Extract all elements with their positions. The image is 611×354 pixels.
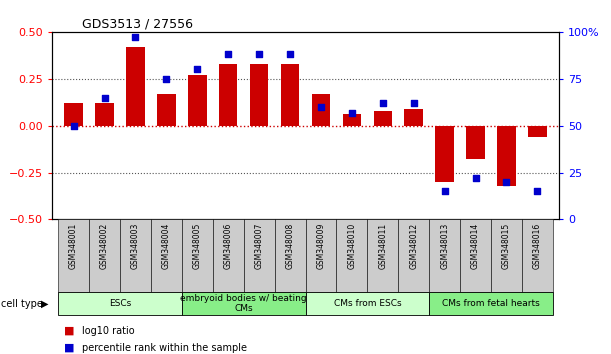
Bar bbox=[528, 126, 547, 137]
Bar bbox=[274, 219, 306, 292]
Bar bbox=[58, 292, 182, 315]
Text: ■: ■ bbox=[64, 343, 75, 353]
Point bbox=[316, 104, 326, 110]
Text: GSM348015: GSM348015 bbox=[502, 223, 511, 269]
Bar bbox=[151, 219, 182, 292]
Point bbox=[502, 179, 511, 185]
Point bbox=[100, 95, 109, 101]
Bar bbox=[491, 219, 522, 292]
Point bbox=[347, 110, 357, 115]
Bar bbox=[429, 219, 460, 292]
Point bbox=[254, 52, 264, 57]
Bar bbox=[398, 219, 429, 292]
Point bbox=[285, 52, 295, 57]
Text: GSM348005: GSM348005 bbox=[193, 223, 202, 269]
Bar bbox=[120, 219, 151, 292]
Bar bbox=[522, 219, 553, 292]
Text: ESCs: ESCs bbox=[109, 299, 131, 308]
Text: GSM348009: GSM348009 bbox=[316, 223, 326, 269]
Text: GSM348006: GSM348006 bbox=[224, 223, 233, 269]
Text: GSM348003: GSM348003 bbox=[131, 223, 140, 269]
Bar bbox=[219, 64, 238, 126]
Point bbox=[161, 76, 171, 81]
Bar bbox=[188, 75, 207, 126]
Bar bbox=[404, 109, 423, 126]
Bar bbox=[95, 103, 114, 126]
Bar bbox=[436, 126, 454, 182]
Bar bbox=[312, 94, 330, 126]
Point bbox=[68, 123, 78, 129]
Text: cell type: cell type bbox=[1, 298, 43, 309]
Text: ▶: ▶ bbox=[42, 298, 49, 309]
Bar bbox=[213, 219, 244, 292]
Point bbox=[440, 188, 450, 194]
Text: GSM348011: GSM348011 bbox=[378, 223, 387, 269]
Bar bbox=[244, 219, 274, 292]
Bar bbox=[250, 64, 268, 126]
Text: CMs from ESCs: CMs from ESCs bbox=[334, 299, 401, 308]
Text: ■: ■ bbox=[64, 326, 75, 336]
Bar bbox=[182, 292, 306, 315]
Bar bbox=[373, 111, 392, 126]
Point bbox=[192, 67, 202, 72]
Bar bbox=[306, 292, 429, 315]
Bar bbox=[89, 219, 120, 292]
Text: GSM348014: GSM348014 bbox=[471, 223, 480, 269]
Bar bbox=[460, 219, 491, 292]
Text: GSM348004: GSM348004 bbox=[162, 223, 171, 269]
Text: GSM348001: GSM348001 bbox=[69, 223, 78, 269]
Bar bbox=[64, 103, 83, 126]
Point bbox=[378, 100, 388, 106]
Bar bbox=[58, 219, 89, 292]
Bar bbox=[337, 219, 367, 292]
Bar bbox=[126, 47, 145, 126]
Bar bbox=[182, 219, 213, 292]
Bar bbox=[343, 114, 361, 126]
Text: CMs from fetal hearts: CMs from fetal hearts bbox=[442, 299, 540, 308]
Text: GSM348002: GSM348002 bbox=[100, 223, 109, 269]
Bar bbox=[281, 64, 299, 126]
Point bbox=[409, 100, 419, 106]
Text: GSM348010: GSM348010 bbox=[348, 223, 356, 269]
Text: log10 ratio: log10 ratio bbox=[82, 326, 135, 336]
Text: GSM348016: GSM348016 bbox=[533, 223, 542, 269]
Text: GSM348012: GSM348012 bbox=[409, 223, 418, 269]
Text: GDS3513 / 27556: GDS3513 / 27556 bbox=[82, 17, 194, 30]
Point bbox=[223, 52, 233, 57]
Text: GSM348013: GSM348013 bbox=[440, 223, 449, 269]
Text: GSM348008: GSM348008 bbox=[285, 223, 295, 269]
Point bbox=[533, 188, 543, 194]
Bar bbox=[497, 126, 516, 186]
Point bbox=[131, 35, 141, 40]
Bar bbox=[429, 292, 553, 315]
Point bbox=[470, 175, 480, 181]
Bar bbox=[367, 219, 398, 292]
Bar bbox=[466, 126, 485, 159]
Text: embryoid bodies w/ beating
CMs: embryoid bodies w/ beating CMs bbox=[180, 294, 307, 313]
Bar bbox=[306, 219, 337, 292]
Text: GSM348007: GSM348007 bbox=[255, 223, 263, 269]
Text: percentile rank within the sample: percentile rank within the sample bbox=[82, 343, 247, 353]
Bar bbox=[157, 94, 175, 126]
